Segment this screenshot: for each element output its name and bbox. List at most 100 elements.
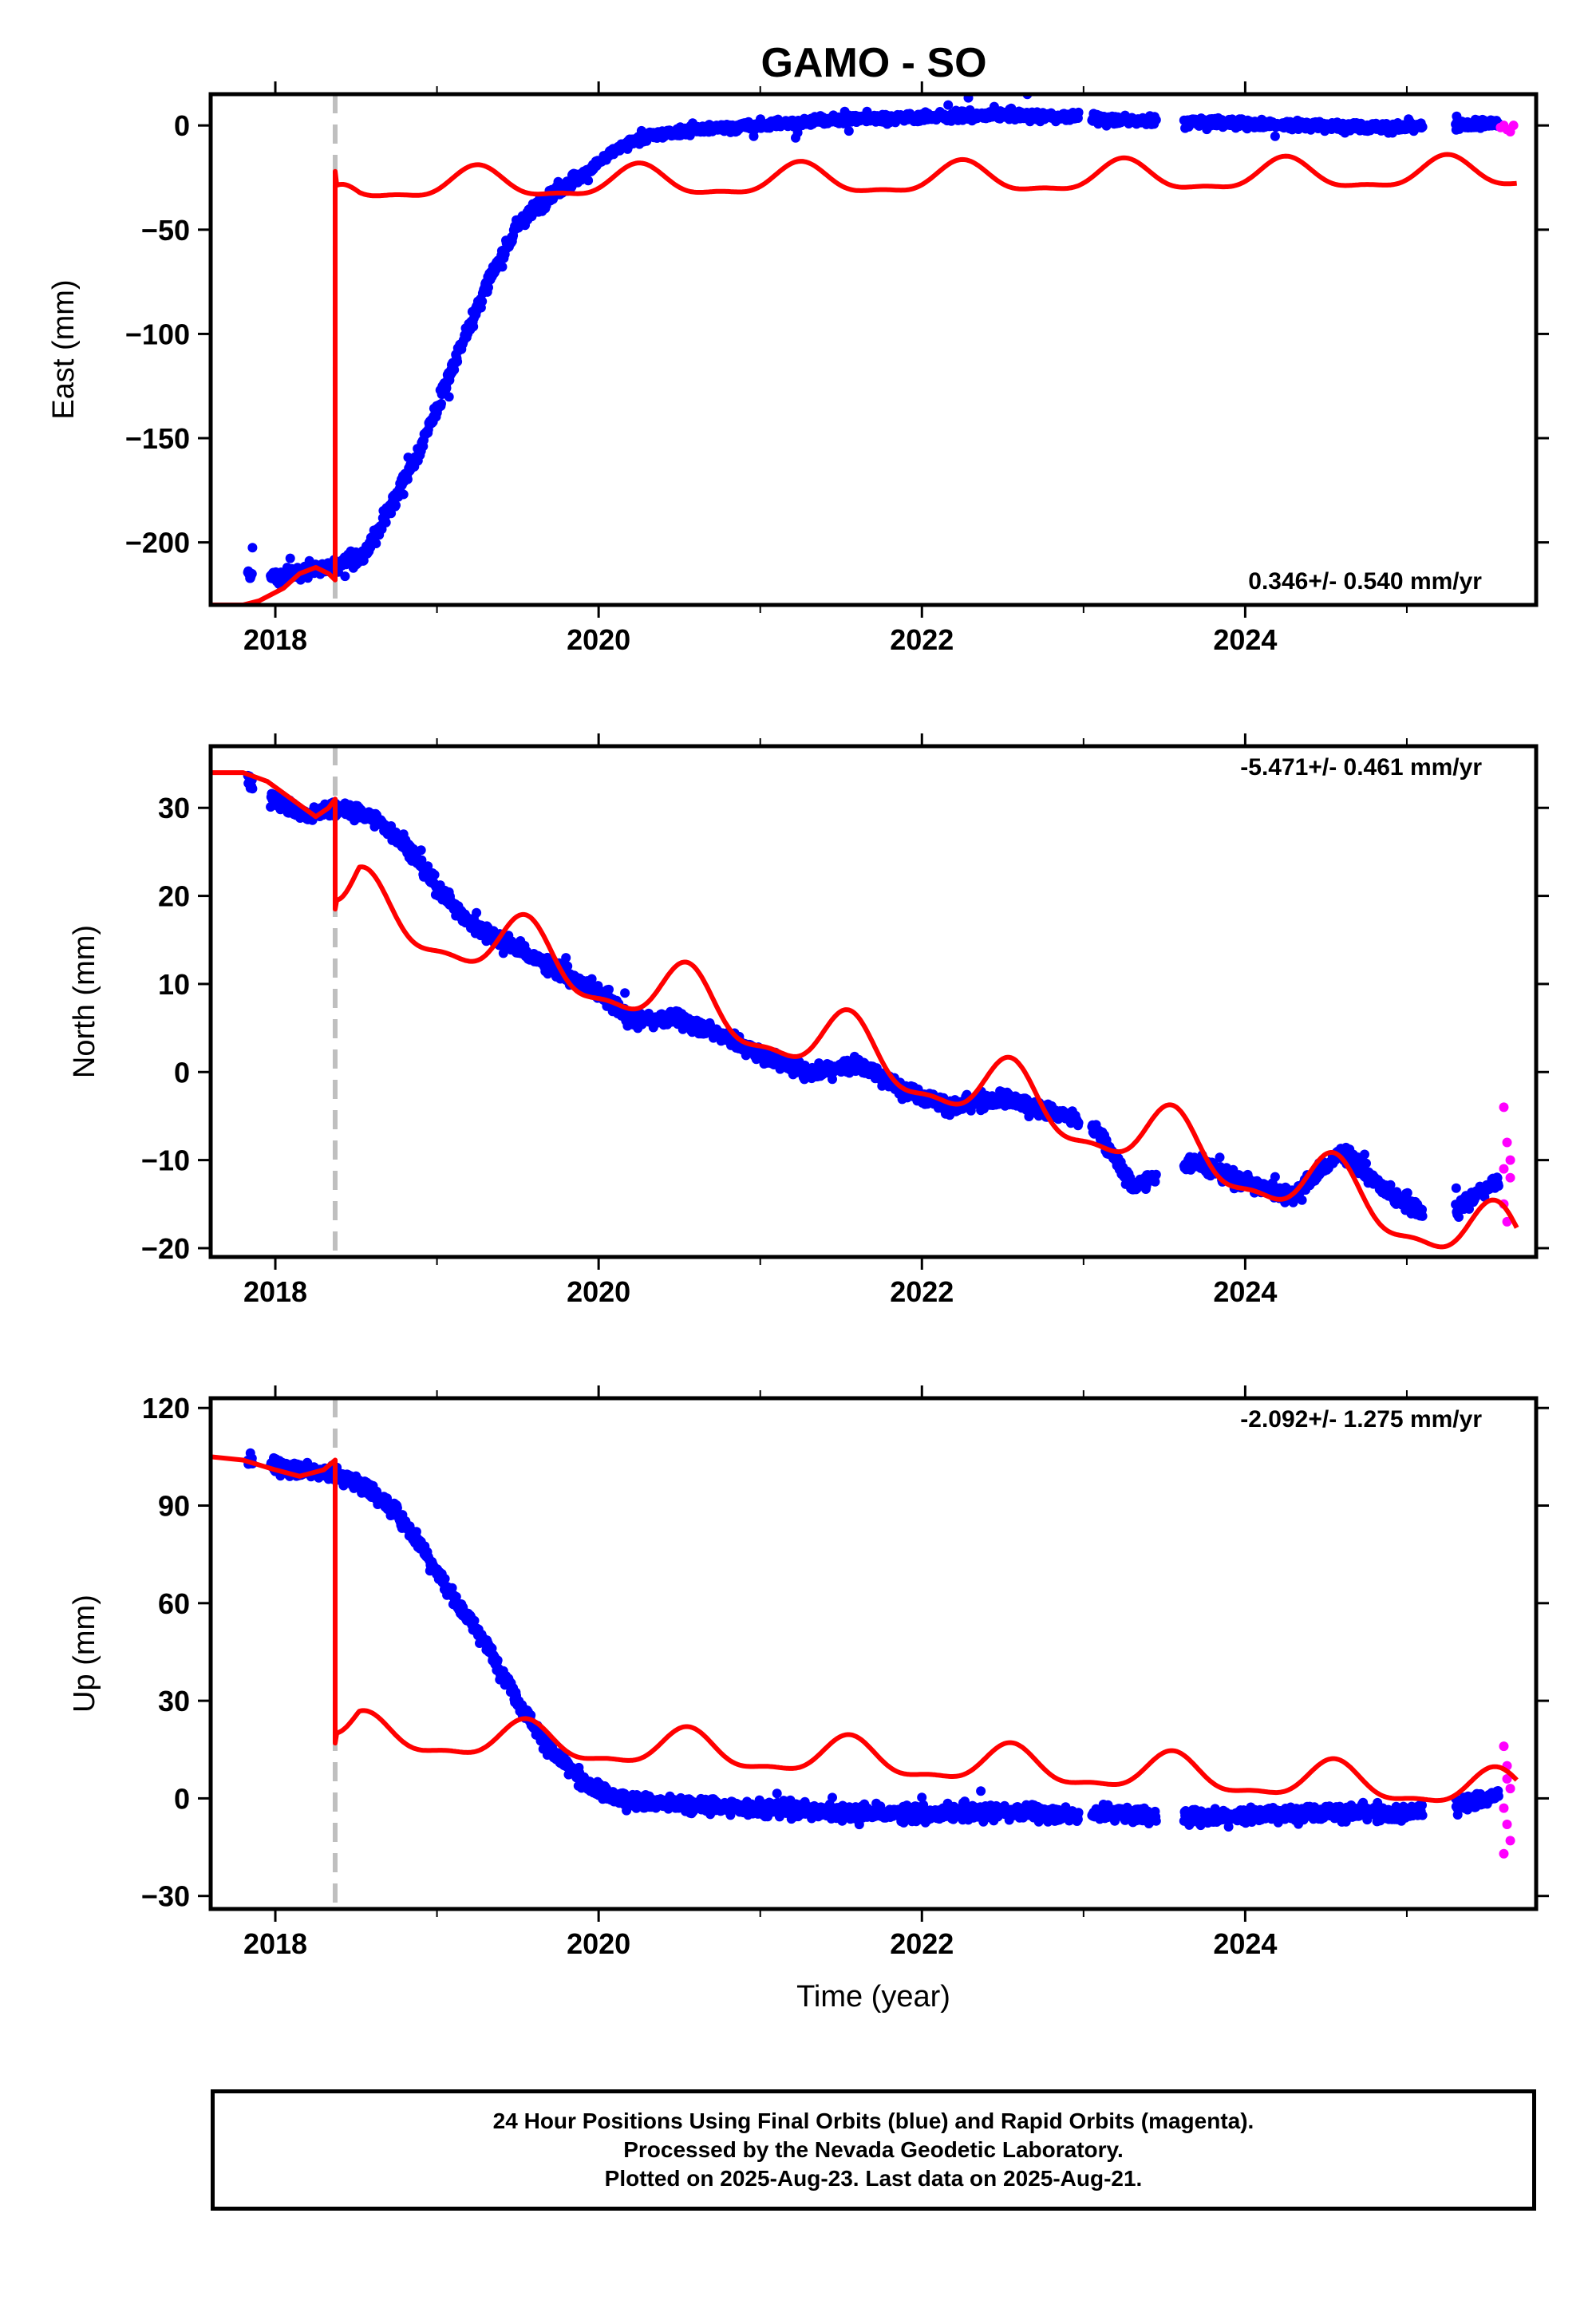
final-orbit-point — [440, 1574, 450, 1584]
x-tick-label: 2020 — [567, 1275, 630, 1308]
final-orbit-point — [247, 569, 257, 579]
final-orbit-point — [1073, 1117, 1084, 1128]
final-orbit-point — [444, 392, 454, 402]
final-orbit-point — [398, 489, 409, 500]
final-orbit-point — [1297, 1195, 1307, 1205]
y-tick-label: −100 — [125, 318, 190, 350]
final-orbit-point — [1151, 1169, 1161, 1180]
rapid-orbit-point — [1505, 1155, 1515, 1165]
rapid-orbit-point — [1505, 1172, 1515, 1183]
rapid-orbit-point — [1495, 122, 1506, 132]
final-orbit-point — [1385, 1180, 1396, 1190]
final-orbit-point — [247, 543, 258, 553]
y-axis-label: East (mm) — [47, 279, 81, 419]
rapid-orbit-point — [1502, 1216, 1512, 1227]
plot-frame — [208, 744, 1539, 1259]
model-curve — [211, 152, 1518, 605]
y-axis-label: North (mm) — [68, 925, 101, 1078]
y-axis: 30 20 10 0 −10 −20 — [141, 792, 1549, 1265]
final-orbit-point — [943, 100, 954, 110]
final-orbit-point — [391, 500, 401, 511]
y-tick-label: −150 — [125, 422, 190, 455]
panel-north: 2018 2020 2022 2024 30 20 10 0 −10 −20 North (mm) -… — [68, 733, 1549, 1308]
final-orbit-point — [472, 907, 482, 918]
final-orbit-point — [386, 508, 397, 519]
rapid-orbit-point — [1502, 1137, 1512, 1148]
panel-east: 2018 2020 2022 2024 0 −50 −100 −150 −200 East (mm… — [47, 81, 1549, 656]
final-orbit-point — [561, 953, 571, 963]
final-orbit-points — [243, 94, 1503, 589]
rapid-orbit-point — [1499, 1164, 1509, 1174]
final-orbit-point — [1151, 115, 1161, 125]
y-tick-label: 20 — [158, 880, 190, 913]
final-orbit-point — [1402, 1188, 1412, 1198]
final-orbit-point — [452, 357, 463, 367]
final-orbit-point — [1451, 1183, 1461, 1193]
final-orbit-point — [1417, 122, 1428, 132]
final-orbit-point — [417, 855, 427, 865]
y-tick-label: 0 — [174, 109, 190, 142]
rapid-orbit-points — [1495, 121, 1519, 137]
x-tick-label: 2020 — [567, 623, 630, 656]
final-orbit-point — [437, 398, 446, 409]
final-orbit-point — [392, 1503, 402, 1513]
rate-label: -5.471+/- 0.461 mm/yr — [1240, 754, 1482, 781]
x-tick-label: 2022 — [890, 623, 954, 656]
final-orbit-point — [429, 870, 440, 880]
plot-frame — [208, 92, 1539, 607]
x-tick-label: 2018 — [243, 1275, 307, 1308]
model-curve — [211, 770, 1519, 1250]
final-orbit-point — [563, 961, 573, 971]
final-orbit-point — [477, 296, 488, 306]
y-tick-label: 0 — [174, 1056, 190, 1089]
y-tick-label: −50 — [141, 214, 190, 247]
x-tick-label: 2022 — [890, 1275, 954, 1308]
final-orbit-point — [583, 176, 594, 186]
final-orbit-point — [1360, 1149, 1369, 1160]
y-axis: 0 −50 −100 −150 −200 — [125, 109, 1549, 559]
x-axis: 2018 2020 2022 2024 — [243, 81, 1408, 656]
y-tick-label: 30 — [158, 792, 190, 824]
final-orbit-point — [1361, 1158, 1371, 1168]
final-orbit-point — [963, 94, 974, 103]
final-orbit-points — [243, 1448, 1503, 1832]
final-orbit-point — [416, 845, 426, 856]
final-orbit-point — [468, 322, 479, 332]
final-orbit-point — [371, 539, 381, 548]
x-tick-label: 2024 — [1213, 623, 1277, 656]
y-tick-label: −20 — [141, 1232, 190, 1265]
final-orbit-point — [497, 262, 508, 272]
final-orbit-point — [247, 784, 258, 794]
chart-title: GAMO - SO — [760, 40, 986, 86]
x-axis: 2018 2020 2022 2024 — [243, 733, 1408, 1308]
final-orbit-point — [1417, 1211, 1428, 1221]
x-tick-label: 2024 — [1213, 1275, 1277, 1308]
final-orbit-point — [1215, 1152, 1225, 1163]
final-orbit-point — [285, 553, 295, 563]
rapid-orbit-point — [1499, 1102, 1509, 1113]
plot-area-up — [211, 1398, 1519, 1909]
final-orbit-point — [340, 571, 350, 582]
plot-area-north — [211, 746, 1519, 1257]
final-orbit-point — [843, 126, 854, 136]
final-orbit-point — [381, 517, 391, 528]
final-orbit-point — [1073, 107, 1084, 117]
final-orbit-point — [604, 984, 614, 994]
x-tick-label: 2018 — [243, 623, 307, 656]
final-orbit-points — [243, 770, 1503, 1222]
y-tick-label: 10 — [158, 968, 190, 1001]
final-orbit-point — [402, 474, 413, 484]
y-tick-label: −200 — [125, 527, 190, 559]
final-orbit-point — [1270, 131, 1280, 141]
final-orbit-point — [1493, 1181, 1503, 1191]
y-tick-label: −10 — [141, 1144, 190, 1177]
rapid-orbit-point — [1508, 121, 1519, 131]
final-orbit-point — [587, 974, 597, 984]
final-orbit-point — [620, 988, 630, 998]
rate-label: 0.346+/- 0.540 mm/yr — [1248, 568, 1482, 595]
plot-area-east — [211, 94, 1519, 605]
final-orbit-point — [1270, 1172, 1280, 1182]
